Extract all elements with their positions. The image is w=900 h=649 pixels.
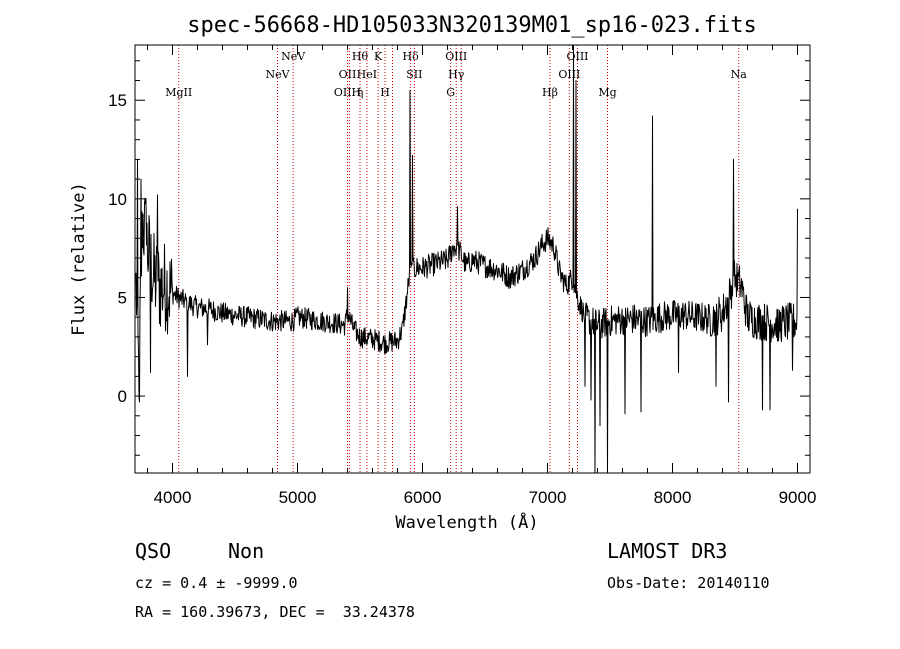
line-label: Hβ [542,86,558,99]
line-label: OII [339,68,357,81]
y-tick-label: 15 [108,91,127,110]
x-tick-label: 5000 [279,488,317,507]
line-label: Na [731,68,748,81]
object-subclass: Non [228,539,265,563]
x-tick-label: 9000 [779,488,817,507]
line-label: HeI [357,68,377,81]
x-tick-label: 4000 [154,488,192,507]
line-label: OIII [566,50,588,63]
redshift-readout: cz = 0.4 ± -9999.0 [135,574,298,592]
line-label: η [357,86,364,99]
object-class: QSO [135,539,172,563]
line-label: SII [406,68,422,81]
line-label: NeV [265,68,290,81]
line-label: Mg [598,86,616,99]
line-label: OIIH [334,86,361,99]
line-label: OIII [558,68,580,81]
observation-date: Obs-Date: 20140110 [607,574,770,592]
axis-ticks: 4000 5000 6000 7000 8000 9000 0 5 10 15 [108,45,816,507]
emission-line-markers: MgIINeVNeVOIIOIIHHθηHeIKHHδSIIGOIIIHγHβO… [165,45,747,473]
line-label: K [374,50,383,63]
line-label: H [380,86,390,99]
x-tick-label: 6000 [404,488,442,507]
line-label: Hδ [403,50,420,63]
coordinates-readout: RA = 160.39673, DEC = 33.24378 [135,603,415,621]
y-axis-label: Flux (relative) [69,182,89,336]
line-label: OIII [445,50,467,63]
line-label: Hγ [448,68,465,81]
line-label: NeV [281,50,306,63]
x-axis-label: Wavelength (Å) [395,511,538,533]
y-tick-label: 5 [118,288,127,307]
x-tick-label: 8000 [654,488,692,507]
spectrum-layer [135,44,798,474]
chart-title: spec-56668-HD105033N320139M01_sp16-023.f… [187,13,757,38]
line-label: MgII [165,86,192,99]
survey-name: LAMOST DR3 [607,539,728,563]
y-tick-label: 0 [118,387,127,406]
line-label: G [446,86,455,99]
spectrum-line [135,44,798,474]
x-tick-label: 7000 [529,488,567,507]
line-label: Hθ [352,50,369,63]
y-tick-label: 10 [108,190,127,209]
